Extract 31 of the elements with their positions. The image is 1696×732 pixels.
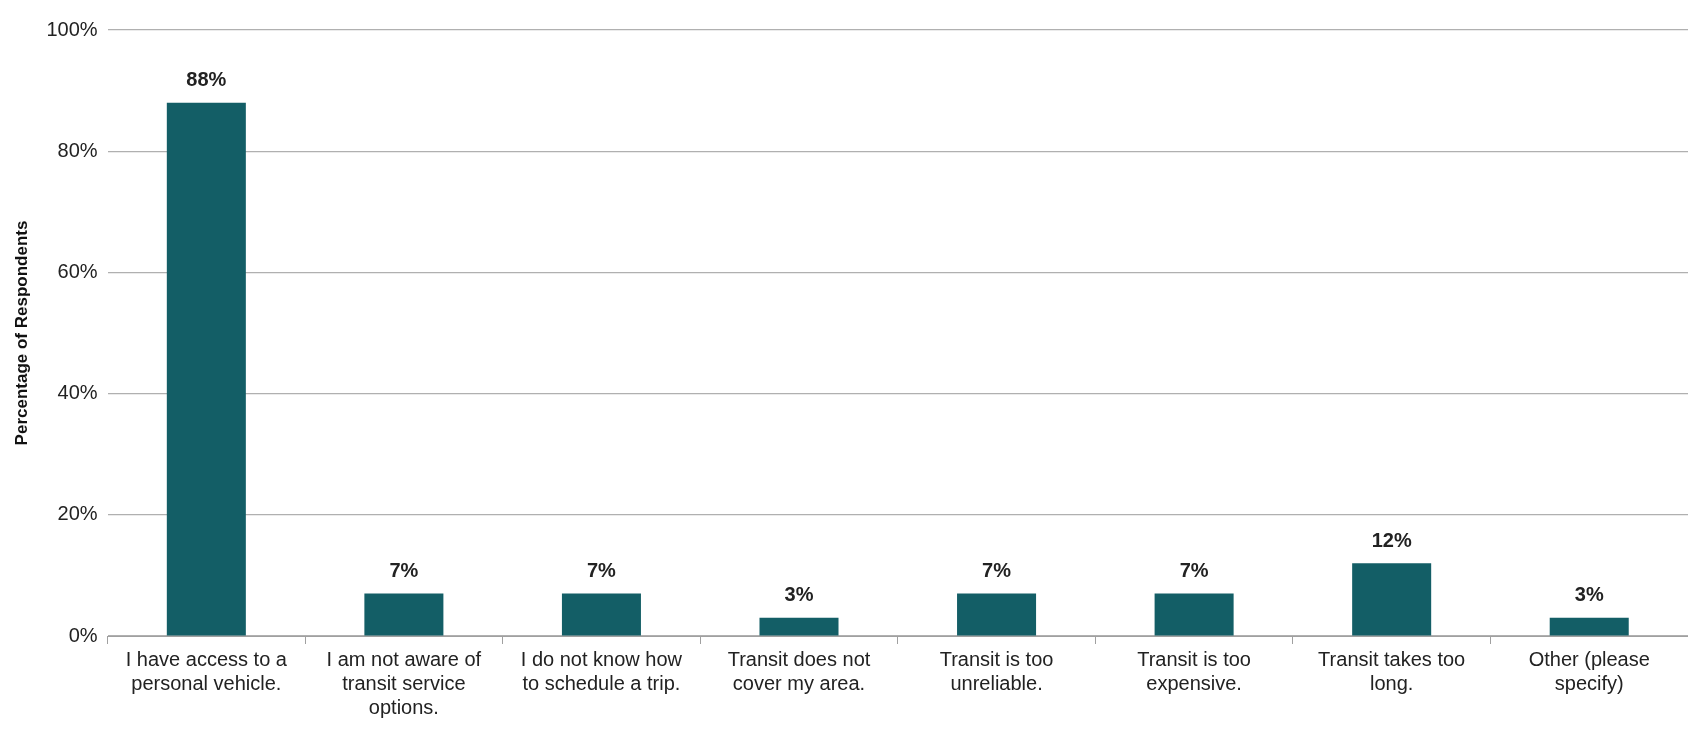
bar: [364, 593, 444, 636]
x-tick-label: Other (please specify): [1528, 647, 1650, 694]
data-label: 7%: [1179, 559, 1209, 582]
x-tick-label: Transit does not cover my area.: [727, 647, 871, 694]
x-tick-label: I have access to a personal vehicle.: [125, 647, 288, 694]
y-tick-label: 60%: [57, 259, 98, 282]
bar: [957, 593, 1037, 636]
bar: [1154, 593, 1234, 636]
data-label: 7%: [982, 559, 1012, 582]
bar: [166, 102, 246, 636]
x-tick-label: I am not aware of transit service options.: [326, 647, 482, 718]
x-tick-label: Transit is too expensive.: [1137, 647, 1251, 694]
bar: [1352, 563, 1432, 636]
data-label: 7%: [389, 559, 419, 582]
bar: [561, 593, 641, 636]
x-tick-label: Transit is too unreliable.: [939, 647, 1054, 694]
y-axis-title: Percentage of Respondents: [11, 220, 31, 446]
y-tick-label: 80%: [57, 138, 98, 161]
data-label: 12%: [1371, 528, 1412, 551]
y-tick-label: 0%: [68, 623, 98, 646]
data-label: 3%: [1574, 583, 1604, 606]
bar: [1549, 617, 1629, 636]
y-tick-label: 40%: [57, 381, 98, 404]
y-tick-label: 100%: [46, 17, 98, 40]
x-tick-label: I do not know how to schedule a trip.: [520, 647, 683, 694]
data-label: 7%: [586, 559, 617, 582]
x-tick-label: Transit takes too long.: [1318, 647, 1466, 694]
data-label: 88%: [186, 68, 227, 91]
data-label: 3%: [784, 583, 814, 606]
y-tick-label: 20%: [57, 502, 98, 525]
bar: [759, 617, 839, 636]
